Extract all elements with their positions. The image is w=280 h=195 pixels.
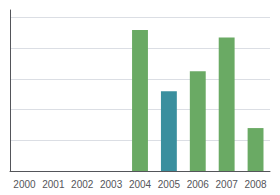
svg-text:2007: 2007 [216, 179, 239, 190]
svg-text:2005: 2005 [158, 179, 181, 190]
svg-text:2006: 2006 [187, 179, 210, 190]
svg-text:2008: 2008 [244, 179, 267, 190]
svg-text:2001: 2001 [42, 179, 65, 190]
svg-text:2003: 2003 [100, 179, 123, 190]
svg-text:2002: 2002 [71, 179, 94, 190]
svg-text:2004: 2004 [129, 179, 152, 190]
svg-text:2000: 2000 [13, 179, 36, 190]
